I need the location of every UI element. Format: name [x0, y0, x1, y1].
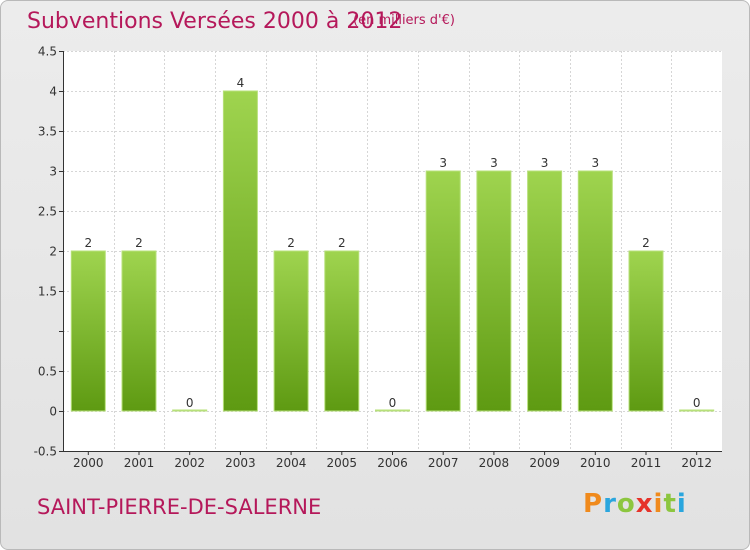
bars	[70, 90, 715, 412]
bar-2001	[121, 250, 157, 412]
data-label: 0	[389, 396, 397, 410]
bar-2006	[375, 409, 410, 412]
y-tick-label: 1.5	[38, 285, 57, 299]
bar-2002	[172, 409, 208, 412]
data-label: 3	[591, 156, 599, 170]
bar-2008	[476, 170, 512, 412]
grid-lines	[63, 51, 722, 452]
y-tick-label: 4.5	[38, 45, 57, 59]
labels: -0.500.51.522.533.544.522000220010200242…	[34, 45, 712, 471]
x-tick-label: 2012	[681, 456, 712, 470]
bar-2005	[324, 250, 360, 412]
y-tick-label: 4	[49, 85, 57, 99]
data-label: 2	[338, 236, 346, 250]
logo-letter: x	[635, 489, 654, 519]
data-label: 2	[642, 236, 650, 250]
y-tick-label: 2.5	[38, 205, 57, 219]
data-label: 0	[186, 396, 194, 410]
bar-2011	[628, 250, 664, 412]
x-tick-label: 2007	[428, 456, 459, 470]
bar-2007	[425, 170, 461, 412]
logo-letter: i	[653, 489, 664, 519]
x-tick-label: 2004	[276, 456, 307, 470]
bar-2004	[273, 250, 309, 412]
commune-name: SAINT-PIERRE-DE-SALERNE	[37, 495, 322, 519]
x-tick-label: 2000	[73, 456, 104, 470]
data-label: 2	[135, 236, 143, 250]
y-tick-label: 0.5	[38, 365, 57, 379]
data-label: 2	[287, 236, 295, 250]
x-tick-label: 2006	[377, 456, 408, 470]
x-tick-label: 2003	[225, 456, 256, 470]
x-tick-label: 2011	[631, 456, 662, 470]
chart-unit: (en milliers d'€)	[353, 13, 455, 28]
x-tick-label: 2010	[580, 456, 611, 470]
bar-2009	[527, 170, 563, 412]
bar-2012	[679, 409, 715, 412]
y-tick-label: 3.5	[38, 125, 57, 139]
bar-2003	[222, 90, 258, 412]
data-label: 4	[237, 76, 245, 90]
logo-letter: o	[616, 489, 636, 519]
logo-letter: i	[676, 489, 687, 519]
x-tick-label: 2001	[124, 456, 155, 470]
y-tick-label: 0	[49, 405, 57, 419]
logo-letter: P	[583, 489, 604, 519]
data-label: 3	[439, 156, 447, 170]
proxiti-logo: Proxiti	[583, 489, 687, 519]
x-tick-label: 2005	[327, 456, 358, 470]
axes	[59, 51, 722, 455]
logo-letter: t	[663, 489, 677, 519]
data-label: 3	[541, 156, 549, 170]
x-tick-label: 2009	[529, 456, 560, 470]
logo-letter: r	[603, 489, 617, 519]
y-tick-label: 2	[49, 245, 57, 259]
data-label: 3	[490, 156, 498, 170]
chart-title: Subventions Versées 2000 à 2012	[27, 9, 403, 34]
data-label: 2	[84, 236, 92, 250]
x-tick-label: 2002	[174, 456, 205, 470]
y-tick-label: -0.5	[34, 445, 57, 459]
x-tick-label: 2008	[479, 456, 510, 470]
y-tick-label: 3	[49, 165, 57, 179]
bar-2000	[70, 250, 106, 412]
bar-2010	[577, 170, 613, 412]
data-label: 0	[693, 396, 701, 410]
